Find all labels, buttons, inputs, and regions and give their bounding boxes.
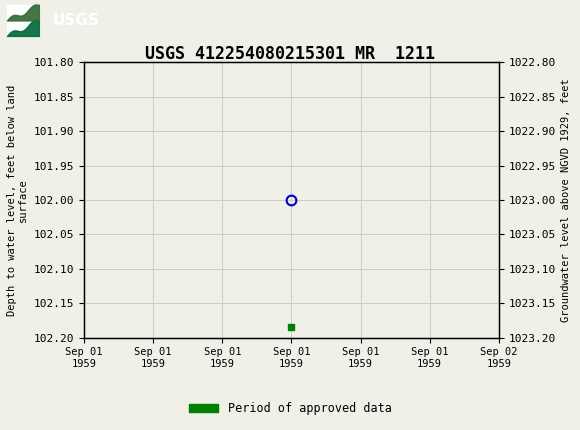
Y-axis label: Depth to water level, feet below land
surface: Depth to water level, feet below land su…: [7, 84, 28, 316]
Text: USGS 412254080215301 MR  1211: USGS 412254080215301 MR 1211: [145, 45, 435, 63]
Bar: [7, 5, 39, 36]
Text: USGS: USGS: [52, 13, 99, 28]
Y-axis label: Groundwater level above NGVD 1929, feet: Groundwater level above NGVD 1929, feet: [561, 78, 571, 322]
Legend: Period of approved data: Period of approved data: [184, 397, 396, 420]
